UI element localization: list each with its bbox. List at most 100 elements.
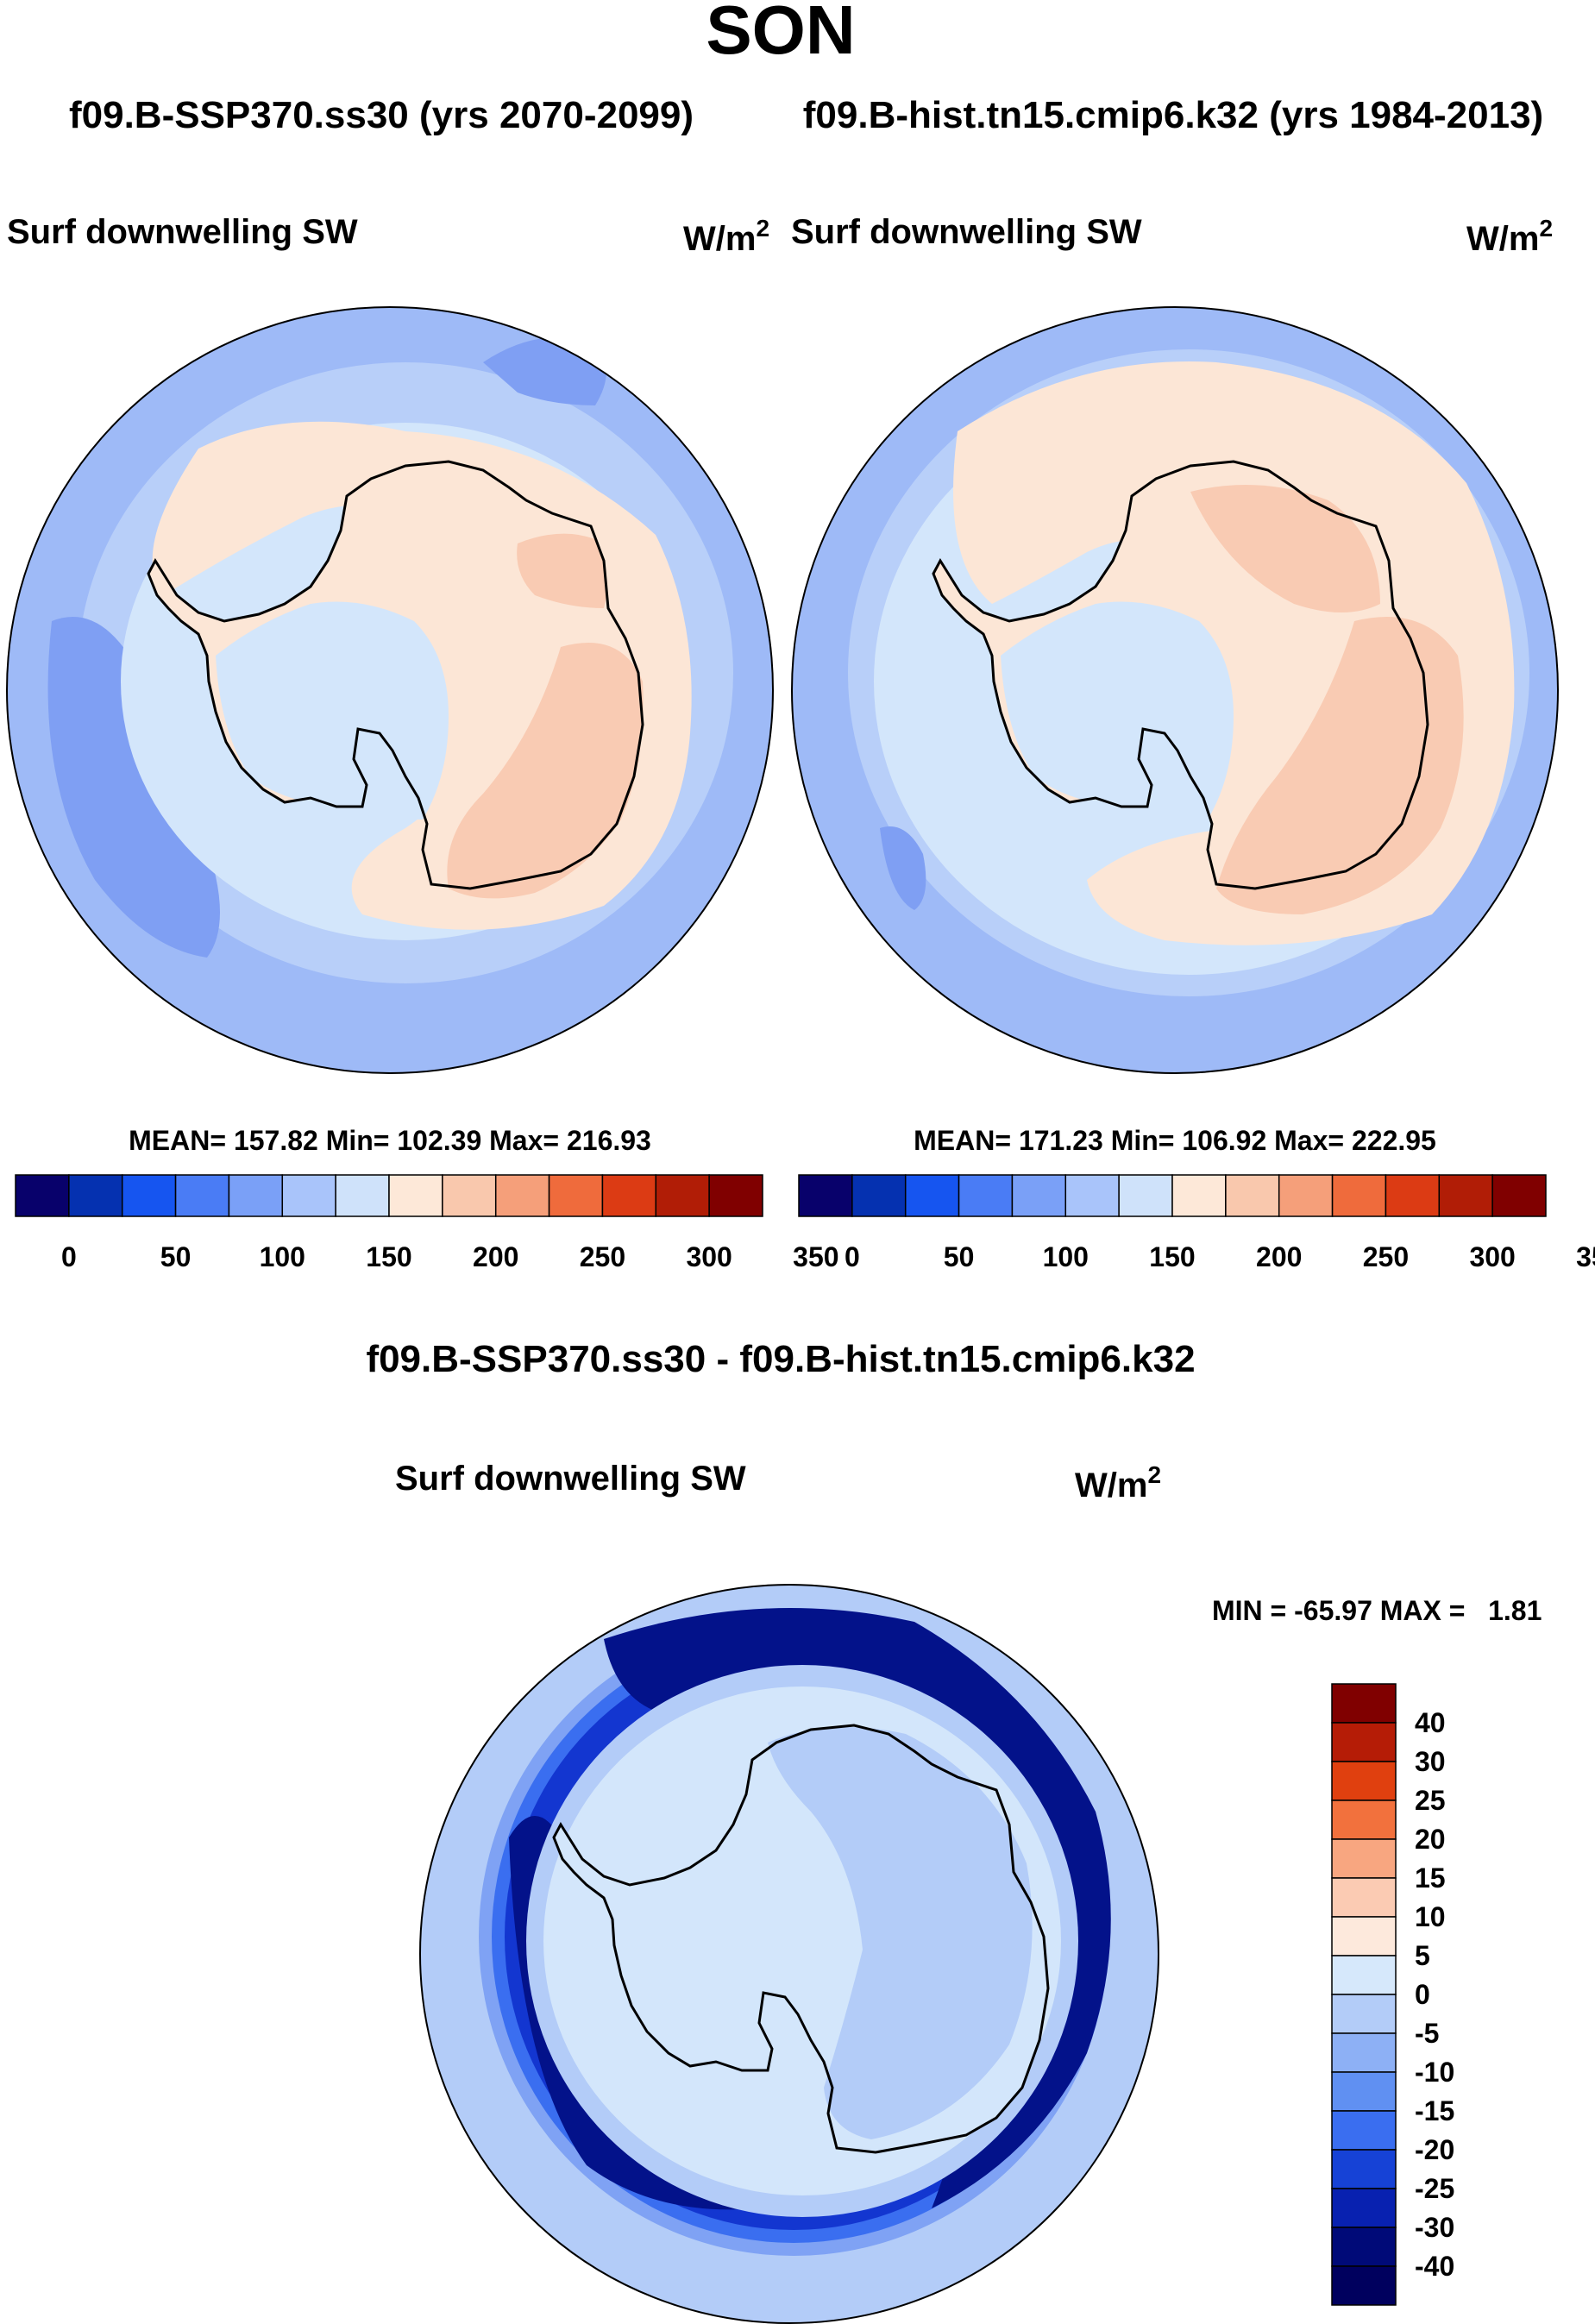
- panel-right: Surf downwelling SW W/m2 MEAN= 171.23 Mi…: [791, 213, 1595, 1272]
- panel-right-map-border: [791, 306, 1559, 1074]
- diff-variable: Surf downwelling SW: [395, 1460, 746, 1498]
- colorbar-right-swatch: [1118, 1174, 1173, 1217]
- panel-left: Surf downwelling SW W/m2 MEAN= 157.82 Mi…: [6, 213, 839, 1272]
- colorbar-right-tick-label: 50: [944, 1241, 975, 1272]
- colorbar-diff-tick-label: -15: [1415, 2095, 1454, 2126]
- colorbar-diff-swatch: [1331, 1877, 1397, 1918]
- colorbar-diff-swatch: [1331, 2188, 1397, 2228]
- colorbar-diff-tick-label: 20: [1415, 1824, 1446, 1855]
- blue-patch-west: [47, 617, 220, 958]
- experiment-subtitle-right: f09.B-hist.tn15.cmip6.k32 (yrs 1984-2013…: [803, 94, 1543, 136]
- panel-left-map-border: [6, 306, 774, 1074]
- colorbar-left-swatch: [121, 1174, 177, 1217]
- season-title: SON: [706, 0, 855, 68]
- colorbar-left-tick-label: 350: [793, 1241, 838, 1272]
- colorbar-diff-swatch: [1331, 2149, 1397, 2189]
- colorbar-left-tick-label: 150: [366, 1241, 411, 1272]
- colorbar-diff-tick-label: -5: [1415, 2018, 1439, 2049]
- colorbar-diff-swatch: [1331, 1955, 1397, 1995]
- colorbar-left-tick-label: 250: [580, 1241, 625, 1272]
- colorbar-right-swatch: [1064, 1174, 1120, 1217]
- diff-units: W/m2: [1075, 1461, 1161, 1504]
- colorbar-right-swatch: [904, 1174, 960, 1217]
- panel-left-map: [7, 307, 773, 1073]
- colorbar-right-swatch: [1438, 1174, 1493, 1217]
- colorbar-diff: 40 30 25 20 15 10 5 0 -5 -10 -15 -20 -25 -30 -40: [1331, 1683, 1454, 2306]
- colorbar-left-tick-label: 300: [686, 1241, 732, 1272]
- interior-ice: [1001, 601, 1234, 820]
- colorbar-right-tick-label: 0: [845, 1241, 860, 1272]
- colorbar-diff-tick-label: 5: [1415, 1940, 1430, 1971]
- colorbar-right-swatch: [958, 1174, 1014, 1217]
- colorbar-right-swatch: [1331, 1174, 1387, 1217]
- colorbar-diff-tick-label: -25: [1415, 2173, 1454, 2204]
- colorbar-diff-swatch: [1331, 1683, 1397, 1724]
- colorbar-left-tick-label: 200: [473, 1241, 518, 1272]
- colorbar-right-tick-label: 250: [1363, 1241, 1409, 1272]
- colorbar-left-tick-label: 0: [61, 1241, 77, 1272]
- colorbar-diff-tick-label: 30: [1415, 1746, 1446, 1777]
- colorbar-right-tick-label: 100: [1043, 1241, 1089, 1272]
- colorbar-right-tick-label: 300: [1469, 1241, 1515, 1272]
- colorbar-diff-swatch: [1331, 2227, 1397, 2267]
- colorbar-diff-swatch: [1331, 1916, 1397, 1957]
- colorbar-diff-swatch: [1331, 1761, 1397, 1801]
- interior-ice: [216, 601, 449, 820]
- colorbar-diff-tick-label: -40: [1415, 2251, 1454, 2282]
- colorbar-diff-tick-label: 25: [1415, 1785, 1446, 1816]
- colorbar-diff-tick-label: -30: [1415, 2212, 1454, 2243]
- panel-left-units: W/m2: [683, 215, 769, 258]
- colorbar-right-swatch: [1011, 1174, 1067, 1217]
- colorbar-diff-swatch: [1331, 2265, 1397, 2306]
- colorbar-left-tick-label: 100: [260, 1241, 305, 1272]
- colorbar-right-swatch: [798, 1174, 853, 1217]
- colorbar-diff-swatch: [1331, 1800, 1397, 1840]
- colorbar-right: 0 50 100 150 200 250 300 350: [798, 1174, 1595, 1272]
- colorbar-left-swatch: [708, 1174, 763, 1217]
- colorbar-diff-tick-label: 40: [1415, 1707, 1446, 1738]
- diff-minmax: MIN = -65.97 MAX = 1.81: [1212, 1595, 1542, 1626]
- colorbar-left-swatch: [601, 1174, 657, 1217]
- colorbar-diff-swatch: [1331, 1722, 1397, 1762]
- colorbar-right-swatch: [1385, 1174, 1441, 1217]
- colorbar-diff-tick-label: -20: [1415, 2134, 1454, 2165]
- blue-patch-west: [880, 826, 926, 910]
- warm-core-east: [447, 643, 644, 899]
- east-mid-zone: [768, 1727, 1033, 2139]
- panel-right-map: [792, 307, 1558, 1073]
- warm-core-north: [517, 533, 607, 608]
- panel-difference: f09.B-SSP370.ss30 - f09.B-hist.tn15.cmip…: [366, 1338, 1542, 2324]
- colorbar-diff-swatch: [1331, 2032, 1397, 2073]
- ring-4-west: [509, 1816, 759, 2210]
- colorbar-left-swatch: [228, 1174, 284, 1217]
- colorbar-diff-tick-label: -10: [1415, 2057, 1454, 2088]
- diff-map-border: [419, 1584, 1159, 2324]
- colorbar-right-tick-label: 350: [1576, 1241, 1595, 1272]
- panel-right-variable: Surf downwelling SW: [791, 213, 1142, 251]
- panel-right-units: W/m2: [1466, 215, 1553, 258]
- colorbar-left-swatch: [442, 1174, 497, 1217]
- colorbar-left-swatch: [388, 1174, 443, 1217]
- experiment-subtitle-left: f09.B-SSP370.ss30 (yrs 2070-2099): [69, 94, 694, 136]
- colorbar-diff-swatch: [1331, 1838, 1397, 1879]
- panel-right-stats: MEAN= 171.23 Min= 106.92 Max= 222.95: [914, 1125, 1436, 1156]
- colorbar-right-tick-label: 150: [1149, 1241, 1195, 1272]
- colorbar-diff-tick-label: 10: [1415, 1901, 1446, 1932]
- panel-left-stats: MEAN= 157.82 Min= 102.39 Max= 216.93: [129, 1125, 651, 1156]
- colorbar-left-swatch: [68, 1174, 123, 1217]
- colorbar-diff-tick-label: 15: [1415, 1862, 1446, 1894]
- panel-left-variable: Surf downwelling SW: [7, 213, 358, 251]
- colorbar-right-swatch: [1171, 1174, 1227, 1217]
- colorbar-left-swatch: [548, 1174, 604, 1217]
- diff-title: f09.B-SSP370.ss30 - f09.B-hist.tn15.cmip…: [366, 1338, 1195, 1380]
- colorbar-diff-swatch: [1331, 2110, 1397, 2151]
- colorbar-left-swatch: [494, 1174, 550, 1217]
- colorbar-diff-tick-label: 0: [1415, 1979, 1430, 2010]
- colorbar-left: 0 50 100 150 200 250 300 350: [15, 1174, 839, 1272]
- colorbar-left-swatch: [655, 1174, 710, 1217]
- colorbar-left-swatch: [281, 1174, 336, 1217]
- colorbar-right-swatch: [1225, 1174, 1280, 1217]
- warm-core-north: [1190, 485, 1380, 612]
- colorbar-right-swatch: [851, 1174, 907, 1217]
